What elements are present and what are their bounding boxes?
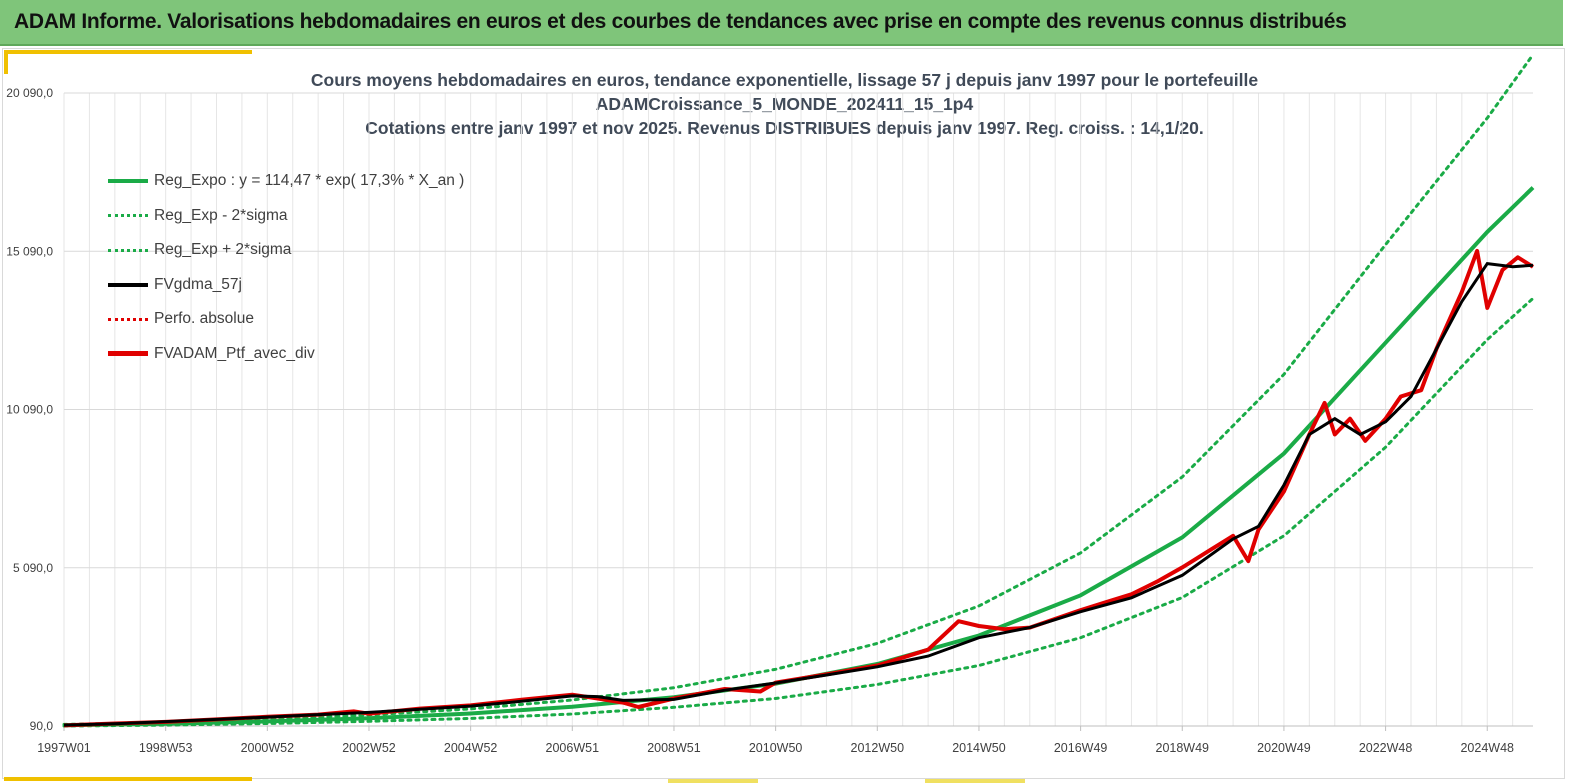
legend-swatch-reg-exp-minus	[108, 214, 148, 218]
banner-title: ADAM Informe. Valorisations hebdomadaire…	[14, 10, 1347, 33]
legend-item-perfo-absolue: Perfo. absolue	[108, 302, 464, 337]
x-tick-label: 2018W49	[1156, 741, 1210, 755]
chart-title-line-2: ADAMCroissance_5_MONDE_202411_15_1p4	[595, 94, 974, 114]
chart-title: Cours moyens hebdomadaires en euros, ten…	[0, 68, 1569, 140]
accent-bar-bottom-middle	[668, 779, 758, 783]
legend-swatch-fvadam-ptf	[108, 351, 148, 357]
legend-item-reg-exp-minus: Reg_Exp - 2*sigma	[108, 199, 464, 234]
legend-label-fvadam-ptf: FVADAM_Ptf_avec_div	[154, 344, 315, 362]
chart-frame	[2, 48, 1565, 779]
chart-title-line-3: Cotations entre janv 1997 et nov 2025. R…	[365, 118, 1204, 138]
x-tick-label: 2016W49	[1054, 741, 1108, 755]
legend-item-reg-exp-plus: Reg_Exp + 2*sigma	[108, 233, 464, 268]
series-reg-exp-minus-2sigma	[62, 296, 1535, 728]
y-tick-label: 5 090,0	[13, 561, 53, 575]
accent-bar-top	[4, 50, 252, 54]
legend-item-fvadam-ptf: FVADAM_Ptf_avec_div	[108, 337, 464, 372]
x-tick-label: 2002W52	[342, 741, 396, 755]
x-tick-label: 1998W53	[139, 741, 193, 755]
chart-legend: Reg_Expo : y = 114,47 * exp( 17,3% * X_a…	[108, 164, 464, 371]
legend-swatch-reg-expo	[108, 179, 148, 184]
series-fvgdma-57j	[63, 261, 1534, 727]
x-tick-label: 2004W52	[444, 741, 498, 755]
chart-title-line-1: Cours moyens hebdomadaires en euros, ten…	[310, 70, 1259, 90]
x-tick-label: 2008W51	[647, 741, 701, 755]
x-tick-label: 2000W52	[241, 741, 295, 755]
x-tick-label: 2010W50	[749, 741, 803, 755]
x-tick-label: 2022W48	[1359, 741, 1413, 755]
x-tick-label: 2024W48	[1460, 741, 1514, 755]
legend-label-perfo-absolue: Perfo. absolue	[154, 310, 254, 328]
y-tick-label: 20 090,0	[6, 86, 53, 100]
legend-label-reg-expo: Reg_Expo : y = 114,47 * exp( 17,3% * X_a…	[154, 172, 465, 190]
accent-bar-bottom	[4, 777, 252, 781]
y-tick-label: 10 090,0	[6, 403, 53, 417]
legend-label-reg-exp-plus: Reg_Exp + 2*sigma	[154, 241, 292, 259]
legend-item-reg-expo: Reg_Expo : y = 114,47 * exp( 17,3% * X_a…	[108, 164, 464, 199]
x-tick-label: 2006W51	[546, 741, 600, 755]
x-tick-label: 1997W01	[37, 741, 91, 755]
accent-bar-left	[4, 50, 8, 74]
legend-swatch-fvgdma	[108, 282, 148, 287]
x-tick-label: 2020W49	[1257, 741, 1311, 755]
y-tick-label: 90,0	[30, 719, 54, 733]
legend-label-fvgdma: FVgdma_57j	[154, 275, 242, 293]
y-tick-label: 15 090,0	[6, 244, 53, 258]
accent-bar-bottom-right	[925, 779, 1025, 783]
legend-item-fvgdma: FVgdma_57j	[108, 268, 464, 303]
series-reg-exp-plus-2sigma	[62, 53, 1535, 726]
legend-label-reg-exp-minus: Reg_Exp - 2*sigma	[154, 206, 288, 224]
legend-swatch-reg-exp-plus	[108, 248, 148, 252]
x-tick-label: 2012W50	[851, 741, 905, 755]
legend-swatch-perfo-absolue	[108, 317, 148, 321]
header-banner: ADAM Informe. Valorisations hebdomadaire…	[0, 0, 1563, 46]
x-tick-label: 2014W50	[952, 741, 1006, 755]
